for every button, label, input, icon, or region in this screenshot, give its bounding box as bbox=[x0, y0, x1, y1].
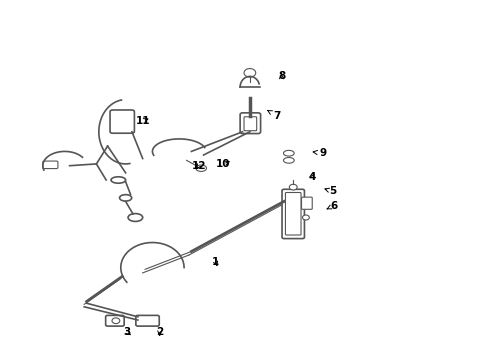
Text: 9: 9 bbox=[313, 148, 326, 158]
FancyBboxPatch shape bbox=[286, 193, 301, 235]
FancyBboxPatch shape bbox=[110, 110, 134, 133]
Text: 8: 8 bbox=[278, 71, 285, 81]
Ellipse shape bbox=[196, 165, 206, 171]
FancyBboxPatch shape bbox=[244, 117, 257, 131]
Text: 3: 3 bbox=[123, 327, 131, 337]
Text: 7: 7 bbox=[268, 111, 280, 121]
Text: 12: 12 bbox=[192, 161, 206, 171]
Text: 4: 4 bbox=[309, 172, 316, 182]
FancyBboxPatch shape bbox=[282, 189, 304, 239]
FancyBboxPatch shape bbox=[43, 161, 58, 168]
Text: 11: 11 bbox=[135, 116, 150, 126]
FancyBboxPatch shape bbox=[240, 113, 261, 134]
FancyBboxPatch shape bbox=[136, 315, 159, 326]
Circle shape bbox=[289, 184, 297, 190]
Ellipse shape bbox=[111, 177, 125, 183]
Text: 5: 5 bbox=[325, 186, 336, 197]
Ellipse shape bbox=[284, 157, 294, 163]
FancyBboxPatch shape bbox=[106, 315, 124, 326]
FancyBboxPatch shape bbox=[301, 197, 312, 209]
Circle shape bbox=[112, 318, 120, 324]
Circle shape bbox=[302, 215, 309, 220]
Circle shape bbox=[244, 68, 256, 77]
Ellipse shape bbox=[128, 213, 143, 221]
Text: 2: 2 bbox=[156, 327, 163, 337]
Text: 6: 6 bbox=[327, 201, 337, 211]
Text: 1: 1 bbox=[212, 257, 220, 267]
Text: 10: 10 bbox=[216, 159, 230, 169]
Ellipse shape bbox=[120, 195, 132, 201]
Ellipse shape bbox=[284, 150, 294, 156]
